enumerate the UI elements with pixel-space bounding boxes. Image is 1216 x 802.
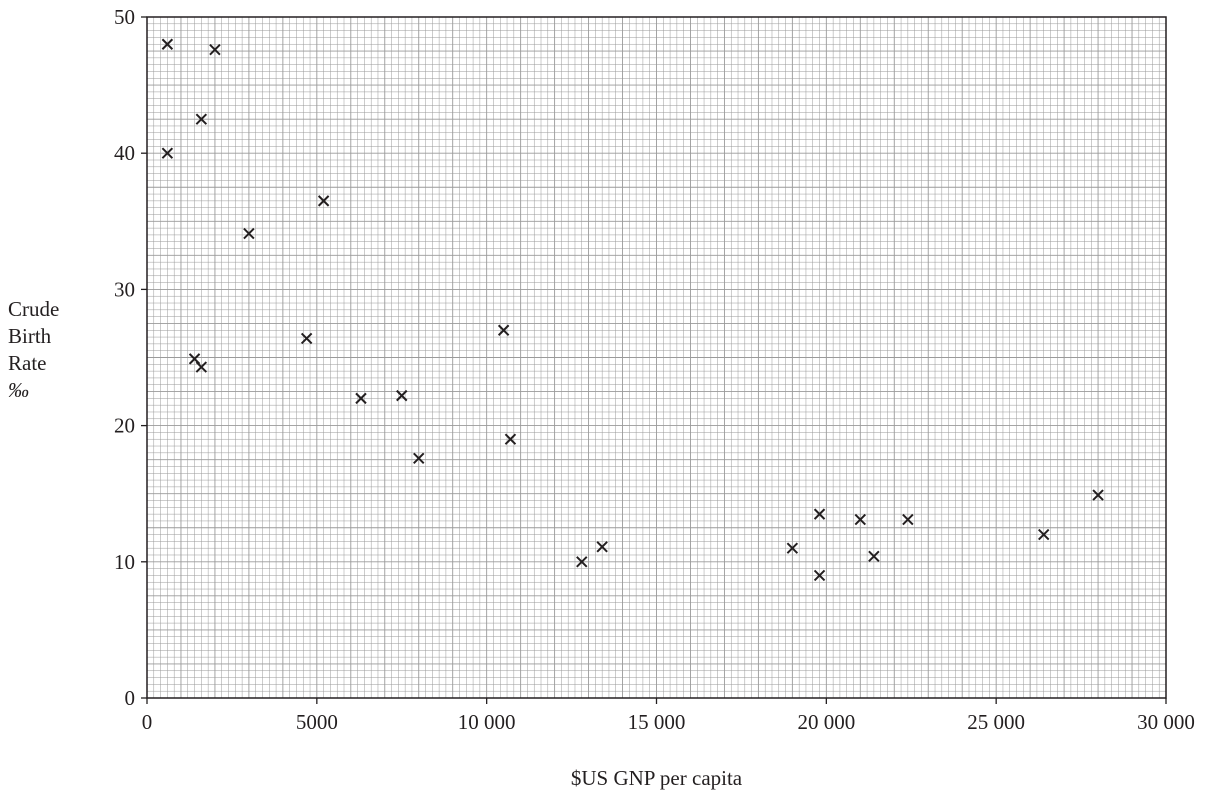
data-point <box>317 195 330 207</box>
y-tick-label: 10 <box>114 550 135 574</box>
data-point <box>413 452 425 464</box>
y-axis-title-line: Crude <box>8 297 59 321</box>
y-axis-title-line: Rate <box>8 351 46 375</box>
y-tick-label: 0 <box>125 686 136 710</box>
data-point <box>209 43 221 56</box>
data-point <box>1038 528 1050 541</box>
x-tick-label: 20 000 <box>797 710 855 734</box>
y-axis-title-line: Birth <box>8 324 52 348</box>
data-point <box>596 541 608 553</box>
data-point <box>1092 489 1104 501</box>
data-point <box>355 392 367 405</box>
x-tick-label: 15 000 <box>628 710 686 734</box>
x-tick-label: 10 000 <box>458 710 516 734</box>
y-tick-label: 40 <box>114 141 135 165</box>
axis-ticks: 0 5000 10 000 15 000 20 000 25 000 30 000 0 10 20… <box>114 5 1195 734</box>
data-point <box>854 513 867 526</box>
data-point <box>786 542 799 554</box>
y-tick-label: 20 <box>114 414 135 438</box>
x-tick-label: 30 000 <box>1137 710 1195 734</box>
y-axis-title-line: ‰ <box>8 378 29 402</box>
data-point <box>161 38 174 50</box>
data-point <box>813 508 826 520</box>
data-points <box>161 38 1104 582</box>
data-point <box>243 227 255 240</box>
data-point <box>902 513 914 526</box>
data-point <box>813 569 826 582</box>
x-axis-title: $US GNP per capita <box>571 766 743 790</box>
data-point <box>504 433 517 445</box>
data-point <box>300 332 313 345</box>
data-point <box>868 550 880 563</box>
data-point <box>396 389 408 402</box>
data-point <box>497 324 510 336</box>
y-axis-title: Crude Birth Rate ‰ <box>8 297 59 402</box>
y-tick-label: 30 <box>114 277 135 301</box>
data-point <box>161 147 174 159</box>
x-tick-label: 0 <box>142 710 153 734</box>
x-tick-label: 25 000 <box>967 710 1025 734</box>
data-point <box>195 361 208 373</box>
grid <box>147 17 1166 698</box>
x-tick-label: 5000 <box>296 710 338 734</box>
y-tick-label: 50 <box>114 5 135 29</box>
data-point <box>195 113 208 125</box>
data-point <box>576 556 588 568</box>
